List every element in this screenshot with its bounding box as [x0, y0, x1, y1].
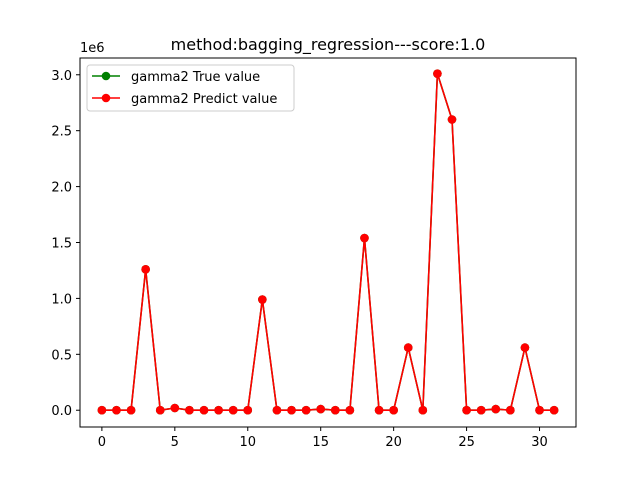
x-tick-label: 5 [171, 435, 179, 450]
data-point [345, 405, 355, 415]
x-axis: 0 5 10 15 20 25 30 [98, 427, 548, 450]
legend-label: gamma2 True value [131, 70, 260, 85]
data-point [199, 405, 209, 415]
legend: gamma2 True value gamma2 Predict value [86, 64, 295, 112]
data-point [476, 405, 486, 415]
data-point [535, 405, 544, 415]
data-point [330, 405, 340, 415]
y-tick-label: 0.0 [51, 404, 72, 419]
x-tick-label: 30 [531, 435, 548, 450]
data-point [374, 405, 384, 415]
data-point [243, 405, 253, 415]
y-tick-label: 1.0 [51, 292, 72, 307]
y-tick-label: 1.5 [51, 237, 72, 252]
data-point [258, 295, 267, 304]
legend-item: gamma2 Predict value [92, 92, 277, 107]
data-point [462, 405, 471, 415]
data-point [403, 343, 413, 352]
x-tick-label: 15 [312, 435, 329, 450]
y-axis: 0.0 0.5 1.0 1.5 2.0 2.5 3.0 [51, 69, 80, 419]
data-point [214, 405, 223, 415]
legend-marker [101, 93, 111, 103]
data-point [185, 405, 194, 415]
data-point [170, 403, 180, 413]
data-point [287, 405, 296, 415]
chart-title: method:bagging_regression---score:1.0 [171, 35, 486, 55]
x-tick-label: 25 [458, 435, 475, 450]
y-tick-label: 2.0 [51, 181, 72, 196]
data-point [97, 405, 107, 415]
series-predict-value [97, 69, 559, 415]
x-tick-label: 20 [385, 435, 402, 450]
plot-area [97, 69, 559, 415]
data-point [491, 404, 501, 414]
data-point [316, 404, 326, 414]
data-point [447, 115, 457, 124]
x-tick-label: 10 [239, 435, 256, 450]
data-point [389, 405, 398, 415]
legend-item: gamma2 True value [92, 70, 260, 85]
data-point [141, 265, 150, 274]
data-point [360, 233, 369, 243]
data-point [520, 343, 530, 352]
y-tick-label: 3.0 [51, 69, 72, 84]
data-point [228, 405, 238, 415]
data-point [506, 405, 515, 415]
data-point [549, 405, 559, 415]
data-point [112, 405, 121, 415]
legend-label: gamma2 Predict value [131, 92, 277, 107]
legend-marker [101, 71, 111, 81]
x-tick-label: 0 [98, 435, 106, 450]
data-point [272, 405, 282, 415]
y-tick-label: 2.5 [51, 125, 72, 140]
data-point [126, 405, 136, 415]
data-point [433, 69, 442, 78]
data-point [155, 405, 165, 415]
legend-box [86, 64, 295, 112]
data-point [301, 405, 311, 415]
data-point [418, 405, 428, 415]
y-axis-offset-label: 1e6 [80, 41, 105, 56]
y-tick-label: 0.5 [51, 348, 72, 363]
